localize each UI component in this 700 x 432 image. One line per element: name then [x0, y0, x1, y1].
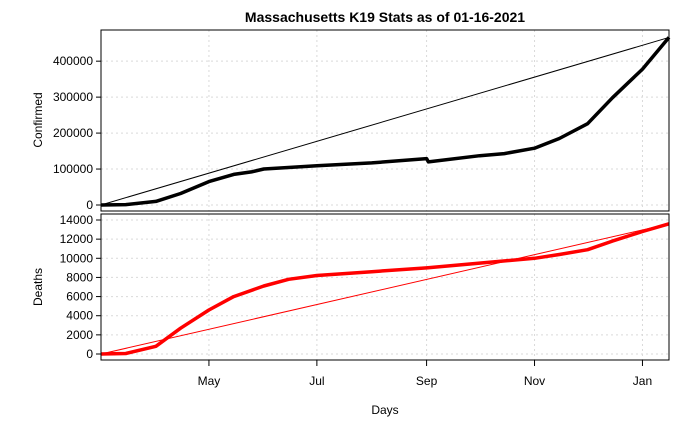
deaths-gridlines	[101, 214, 669, 360]
x-axis: May Jul Sep Nov Jan	[198, 360, 652, 388]
chart-title: Massachusetts K19 Stats as of 01-16-2021	[245, 9, 525, 25]
deaths-panel: 0 2000 4000 6000 8000 10000 12000 14000 Deaths	[31, 213, 670, 361]
y-tick-label: 14000	[60, 213, 94, 227]
y-tick-label: 0	[86, 347, 93, 361]
y-tick-label: 8000	[66, 270, 93, 284]
y-tick-label: 10000	[60, 251, 94, 265]
deaths-series-line	[100, 222, 670, 356]
confirmed-reference-line	[100, 36, 670, 206]
confirmed-gridlines	[101, 30, 669, 211]
y-tick-label: 300000	[53, 90, 93, 104]
deaths-reference-line	[100, 223, 670, 355]
confirmed-series-line	[100, 36, 671, 207]
confirmed-y-label: Confirmed	[31, 92, 45, 147]
y-tick-label: 0	[86, 198, 93, 212]
y-tick-label: 100000	[53, 162, 93, 176]
deaths-y-label: Deaths	[31, 268, 45, 306]
x-tick-label: Sep	[416, 374, 438, 388]
x-tick-label: May	[198, 374, 221, 388]
y-tick-label: 200000	[53, 126, 93, 140]
y-tick-label: 12000	[60, 232, 94, 246]
x-tick-label: Nov	[524, 374, 545, 388]
deaths-plot-box	[100, 213, 670, 361]
x-tick-label: Jan	[633, 374, 652, 388]
confirmed-y-axis: 0 100000 200000 300000 400000	[53, 54, 101, 212]
y-tick-label: 6000	[66, 290, 93, 304]
y-tick-label: 400000	[53, 54, 93, 68]
confirmed-panel: 0 100000 200000 300000 400000 Confirmed	[31, 29, 671, 212]
y-tick-label: 2000	[66, 328, 93, 342]
x-axis-label: Days	[371, 403, 398, 417]
deaths-y-axis: 0 2000 4000 6000 8000 10000 12000 14000	[60, 213, 101, 361]
x-tick-label: Jul	[309, 374, 324, 388]
confirmed-plot-box	[100, 29, 670, 212]
y-tick-label: 4000	[66, 309, 93, 323]
